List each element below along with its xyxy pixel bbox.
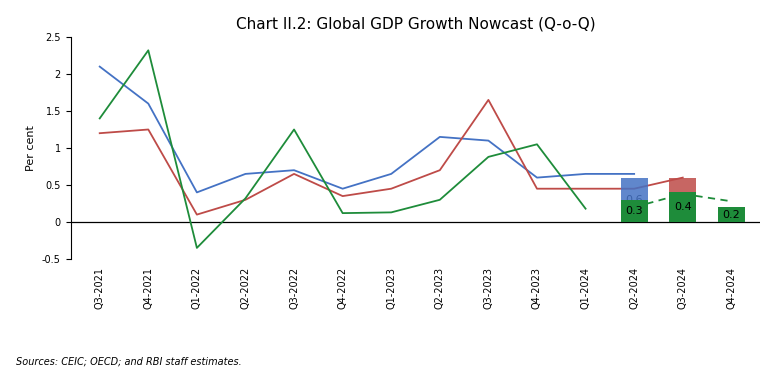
Title: Chart II.2: Global GDP Growth Nowcast (Q-o-Q): Chart II.2: Global GDP Growth Nowcast (Q… <box>236 17 595 32</box>
Text: 0.2: 0.2 <box>722 209 740 220</box>
Bar <box>621 178 648 222</box>
Text: 0.4: 0.4 <box>674 202 691 212</box>
Y-axis label: Per cent: Per cent <box>27 125 36 171</box>
Bar <box>718 207 745 222</box>
Text: 0.6: 0.6 <box>626 195 643 205</box>
Text: 0.3: 0.3 <box>626 206 643 216</box>
Bar <box>670 178 696 222</box>
Bar <box>670 192 696 222</box>
Bar <box>621 200 648 222</box>
Text: 0.6: 0.6 <box>674 195 691 205</box>
Text: Sources: CEIC; OECD; and RBI staff estimates.: Sources: CEIC; OECD; and RBI staff estim… <box>16 356 241 366</box>
